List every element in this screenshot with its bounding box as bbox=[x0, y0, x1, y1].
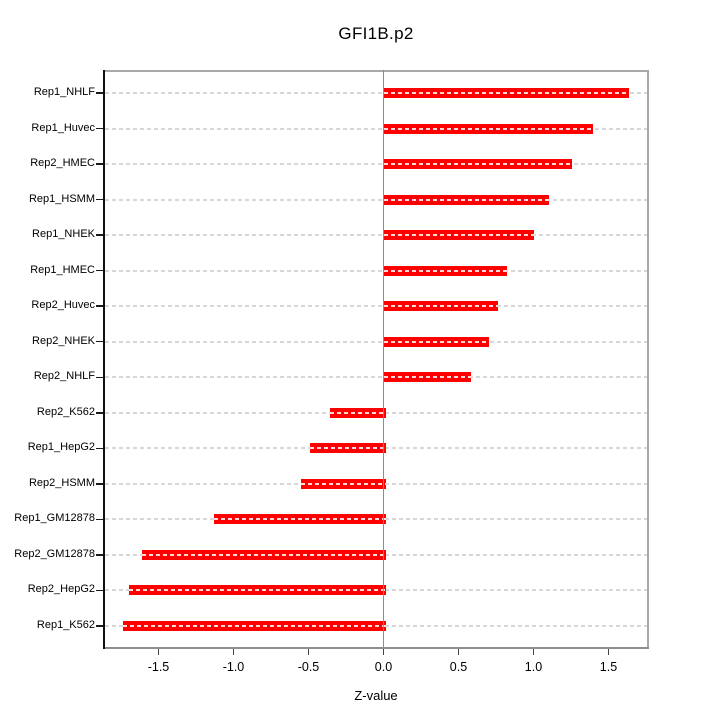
chart-title: GFI1B.p2 bbox=[338, 24, 414, 43]
bar-rep2-gm12878 bbox=[142, 549, 386, 560]
bar-rep1-gm12878 bbox=[214, 514, 386, 525]
bar-rep1-hepg2 bbox=[310, 443, 386, 454]
bar-dash-pattern bbox=[142, 553, 386, 556]
bar-rep1-hmec bbox=[383, 265, 507, 276]
bar-dash-pattern bbox=[128, 589, 386, 592]
zero-reference-line bbox=[382, 70, 385, 649]
plot-border-bottom bbox=[103, 647, 649, 649]
x-tick-0.0 bbox=[382, 649, 385, 655]
y-label-rep2-huvec: Rep2_Huvec bbox=[31, 299, 95, 312]
bar-rep2-hepg2 bbox=[128, 585, 386, 596]
y-tick-rep2-hmec bbox=[96, 163, 103, 165]
gridline-rep1-hsmm bbox=[105, 198, 647, 201]
bar-rep2-hsmm bbox=[301, 478, 386, 489]
bar-rep1-huvec bbox=[383, 123, 593, 134]
y-label-rep1-k562: Rep1_K562 bbox=[36, 619, 95, 631]
y-tick-rep2-hepg2 bbox=[96, 589, 103, 592]
y-label-rep1-nhek: Rep1_NHEK bbox=[32, 228, 95, 241]
x-tick--0.5 bbox=[307, 649, 310, 655]
x-tick-label--1.0: -1.0 bbox=[222, 660, 245, 674]
plot-border-top bbox=[103, 70, 649, 72]
y-label-rep1-hepg2: Rep1_HepG2 bbox=[27, 441, 95, 454]
y-tick-rep2-k562 bbox=[96, 412, 103, 414]
bar-dash-pattern bbox=[329, 411, 386, 414]
y-label-rep2-hmec: Rep2_HMEC bbox=[30, 157, 95, 170]
bar-dash-pattern bbox=[122, 625, 386, 627]
y-tick-rep1-hepg2 bbox=[96, 447, 103, 450]
x-tick--1.0 bbox=[232, 649, 235, 655]
x-tick-label-0.5: 0.5 bbox=[449, 660, 468, 674]
bar-dash-pattern bbox=[214, 518, 386, 521]
y-axis-line bbox=[103, 70, 105, 649]
y-label-rep1-nhlf: Rep1_NHLF bbox=[33, 86, 95, 98]
y-label-rep2-gm12878: Rep2_GM12878 bbox=[14, 547, 95, 560]
gridline-rep2-nhlf bbox=[105, 376, 647, 379]
bar-dash-pattern bbox=[383, 340, 489, 343]
x-tick-label-0.0: 0.0 bbox=[374, 660, 393, 674]
bar-dash-pattern bbox=[383, 305, 498, 308]
gridline-rep2-nhek bbox=[105, 340, 647, 343]
x-axis-title: Z-value bbox=[354, 688, 398, 703]
y-tick-rep2-nhlf bbox=[96, 376, 103, 379]
gridline-rep1-huvec bbox=[105, 127, 647, 130]
gridline-rep1-hmec bbox=[105, 269, 647, 272]
y-tick-rep1-nhlf bbox=[96, 92, 103, 94]
gridline-rep1-nhek bbox=[105, 234, 647, 237]
plot-border-right bbox=[647, 70, 649, 649]
bar-rep1-nhlf bbox=[383, 88, 629, 98]
bar-dash-pattern bbox=[383, 376, 471, 379]
y-tick-rep1-huvec bbox=[96, 127, 103, 130]
plot-area: Rep1_NHLF Rep1_Huvec Rep2_HMEC Rep1_HSMM Rep… bbox=[14, 70, 649, 674]
bar-dash-pattern bbox=[301, 482, 386, 485]
bar-dash-pattern bbox=[383, 163, 572, 166]
y-tick-rep2-hsmm bbox=[96, 483, 103, 485]
y-label-rep1-hmec: Rep1_HMEC bbox=[30, 263, 95, 276]
y-label-rep1-huvec: Rep1_Huvec bbox=[31, 121, 95, 134]
x-tick-label--1.5: -1.5 bbox=[147, 660, 170, 674]
bar-rep1-hsmm bbox=[383, 194, 549, 205]
x-tick-0.5 bbox=[457, 649, 460, 655]
bar-dash-pattern bbox=[383, 234, 534, 237]
x-tick-label-1.0: 1.0 bbox=[524, 660, 543, 674]
y-label-rep1-gm12878: Rep1_GM12878 bbox=[14, 512, 95, 525]
y-tick-rep1-hmec bbox=[96, 269, 103, 272]
y-tick-rep1-hsmm bbox=[96, 198, 103, 201]
x-tick-label--0.5: -0.5 bbox=[297, 660, 320, 674]
gridline-rep1-nhlf bbox=[105, 92, 647, 94]
y-tick-rep1-nhek bbox=[96, 234, 103, 236]
y-label-rep2-hepg2: Rep2_HepG2 bbox=[27, 583, 95, 596]
bar-dash-pattern bbox=[383, 269, 507, 272]
bar-dash-pattern bbox=[310, 447, 386, 450]
gridline-rep2-hmec bbox=[105, 163, 647, 166]
bar-rep2-k562 bbox=[329, 407, 386, 418]
x-tick-1.5 bbox=[607, 649, 610, 655]
gridline-rep2-huvec bbox=[105, 305, 647, 308]
bar-rep1-k562 bbox=[122, 621, 386, 631]
y-tick-rep1-gm12878 bbox=[96, 518, 103, 521]
y-tick-rep2-gm12878 bbox=[96, 554, 103, 556]
y-label-rep2-k562: Rep2_K562 bbox=[36, 405, 95, 418]
y-label-rep2-hsmm: Rep2_HSMM bbox=[28, 476, 95, 489]
y-label-rep1-hsmm: Rep1_HSMM bbox=[28, 192, 95, 205]
bar-dash-pattern bbox=[383, 198, 549, 201]
bar-dash-pattern bbox=[383, 127, 593, 130]
x-tick-1.0 bbox=[532, 649, 535, 655]
bar-rep2-nhek bbox=[383, 336, 489, 347]
y-tick-rep1-k562 bbox=[96, 625, 103, 627]
bar-rep2-nhlf bbox=[383, 372, 471, 383]
x-tick-label-1.5: 1.5 bbox=[599, 660, 618, 674]
bar-rep2-hmec bbox=[383, 159, 572, 170]
bar-rep1-nhek bbox=[383, 230, 534, 241]
bar-rep2-huvec bbox=[383, 301, 498, 312]
y-tick-rep2-huvec bbox=[96, 305, 103, 307]
x-tick--1.5 bbox=[157, 649, 160, 655]
bar-dash-pattern bbox=[383, 92, 629, 94]
y-tick-rep2-nhek bbox=[96, 340, 103, 343]
y-label-rep2-nhlf: Rep2_NHLF bbox=[33, 370, 95, 383]
y-label-rep2-nhek: Rep2_NHEK bbox=[32, 334, 95, 347]
